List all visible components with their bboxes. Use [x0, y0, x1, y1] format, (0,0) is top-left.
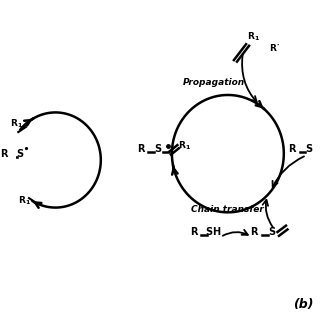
Text: $\mathbf{R^{\bullet}}$: $\mathbf{R^{\bullet}}$	[269, 42, 279, 52]
Text: $\mathbf{R}$: $\mathbf{R}$	[251, 225, 260, 236]
Text: $\mathbf{R}$: $\mathbf{R}$	[190, 225, 199, 236]
Text: $\mathbf{SH}$: $\mathbf{SH}$	[205, 225, 221, 236]
Text: $\bullet$: $\bullet$	[22, 143, 29, 153]
Text: (b): (b)	[293, 298, 314, 310]
Text: $\mathbf{R_1}$: $\mathbf{R_1}$	[18, 194, 31, 207]
Text: $\mathbf{R_1}$: $\mathbf{R_1}$	[247, 30, 260, 43]
Text: $\mathbf{S}$: $\mathbf{S}$	[16, 147, 25, 159]
Text: $\mathbf{S}$: $\mathbf{S}$	[268, 225, 276, 236]
Text: $\mathbf{S}$: $\mathbf{S}$	[305, 142, 313, 154]
Text: $\mathbf{R}$: $\mathbf{R}$	[137, 142, 146, 154]
Text: Chain transfer: Chain transfer	[191, 205, 264, 214]
Text: $\mathbf{S}$: $\mathbf{S}$	[155, 142, 163, 154]
Text: $\mathbf{R_1}$: $\mathbf{R_1}$	[178, 139, 191, 152]
Text: $\mathbf{R}$: $\mathbf{R}$	[288, 142, 298, 154]
Text: Propagation: Propagation	[183, 78, 245, 87]
Text: $\mathbf{R_1}$: $\mathbf{R_1}$	[10, 117, 23, 130]
Text: $\mathbf{R}$: $\mathbf{R}$	[0, 147, 10, 159]
